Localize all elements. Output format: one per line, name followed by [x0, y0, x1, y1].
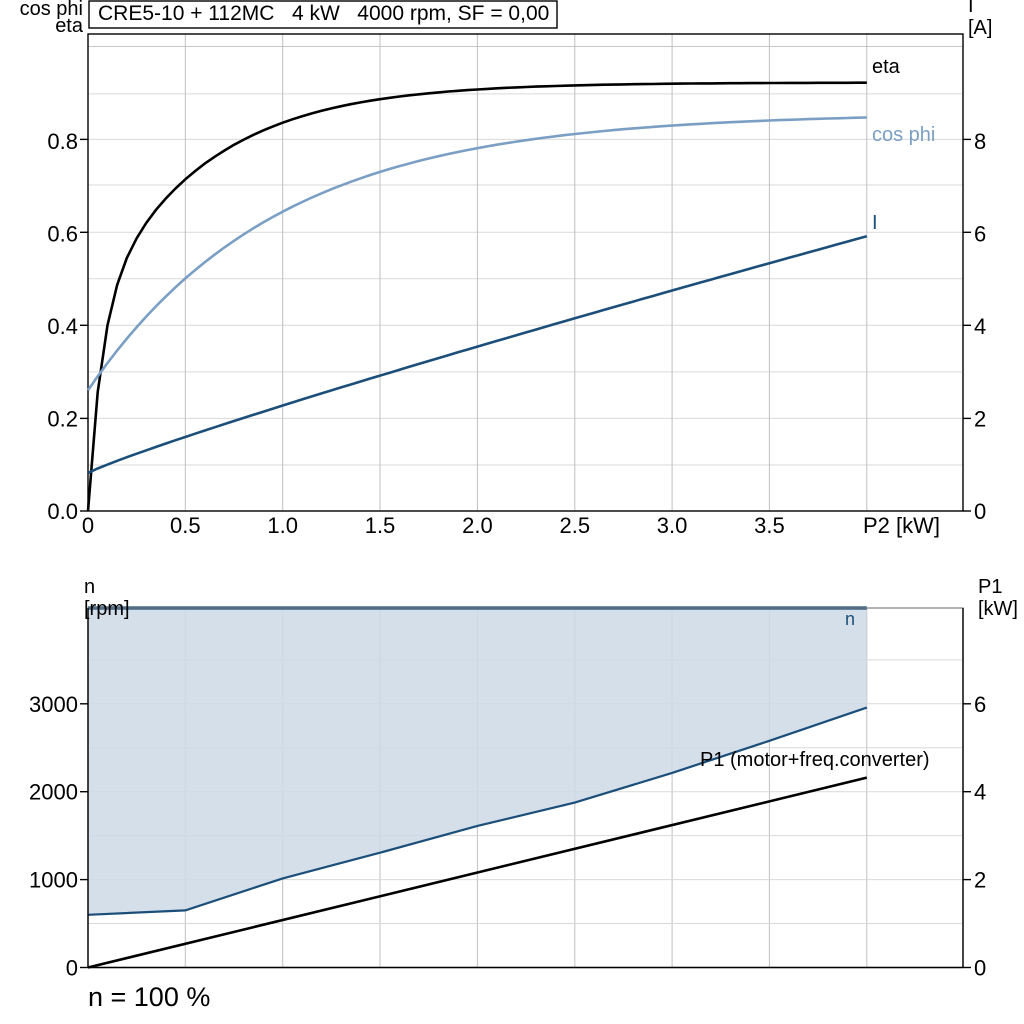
svg-text:0: 0 [66, 956, 78, 981]
svg-text:eta: eta [872, 56, 901, 78]
svg-text:0: 0 [82, 513, 94, 538]
svg-text:I: I [872, 212, 878, 234]
svg-text:[A]: [A] [968, 17, 992, 39]
svg-text:6: 6 [974, 692, 986, 717]
svg-text:I: I [968, 0, 974, 17]
svg-text:0.2: 0.2 [47, 406, 78, 431]
svg-text:CRE5-10 + 112MC 4 kW 4000: CRE5-10 + 112MC 4 kW 4000 rpm, SF = 0,00 [98, 2, 549, 25]
svg-text:cos phi: cos phi [872, 124, 935, 146]
svg-text:2.0: 2.0 [462, 513, 493, 538]
svg-text:0: 0 [974, 956, 986, 981]
svg-text:0.5: 0.5 [170, 513, 201, 538]
svg-text:0.6: 0.6 [47, 221, 78, 246]
svg-text:n = 100 %: n = 100 % [88, 982, 210, 1012]
svg-text:P1: P1 [978, 576, 1002, 598]
svg-text:eta: eta [55, 15, 84, 37]
svg-text:1000: 1000 [29, 868, 78, 893]
svg-text:1.5: 1.5 [365, 513, 396, 538]
svg-text:3.5: 3.5 [754, 513, 785, 538]
svg-text:0.0: 0.0 [47, 499, 78, 524]
svg-text:[kW]: [kW] [978, 598, 1018, 620]
svg-text:P1 (motor+freq.converter): P1 (motor+freq.converter) [700, 749, 930, 771]
svg-text:4: 4 [974, 780, 986, 805]
svg-text:2000: 2000 [29, 780, 78, 805]
svg-text:2.5: 2.5 [560, 513, 591, 538]
svg-text:3.0: 3.0 [657, 513, 688, 538]
svg-text:0.4: 0.4 [47, 314, 78, 339]
svg-text:n: n [845, 609, 855, 629]
svg-text:P2 [kW]: P2 [kW] [863, 513, 940, 538]
svg-text:0.8: 0.8 [47, 129, 78, 154]
svg-text:0: 0 [974, 499, 986, 524]
svg-text:4: 4 [974, 314, 986, 339]
svg-text:n: n [84, 576, 95, 598]
svg-text:6: 6 [974, 221, 986, 246]
svg-text:[rpm]: [rpm] [84, 598, 130, 620]
svg-text:3000: 3000 [29, 692, 78, 717]
svg-text:8: 8 [974, 129, 986, 154]
svg-text:2: 2 [974, 868, 986, 893]
svg-text:1.0: 1.0 [267, 513, 298, 538]
svg-text:2: 2 [974, 406, 986, 431]
